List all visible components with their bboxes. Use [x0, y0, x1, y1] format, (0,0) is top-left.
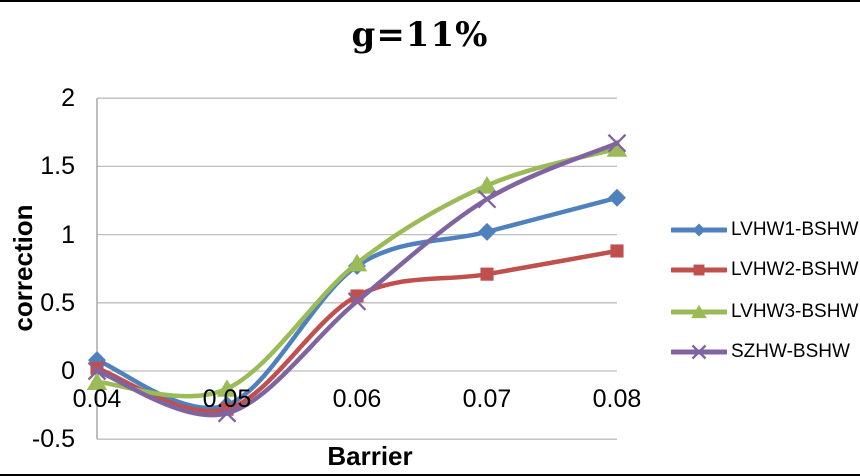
x-marker: [87, 361, 107, 381]
x-tick-label: 0.04: [72, 385, 122, 413]
x-marker: [607, 133, 627, 153]
y-tick-label: 1: [61, 220, 75, 249]
triangle-marker: [691, 304, 707, 319]
legend-label: LVHW3-BSHW: [731, 301, 859, 322]
legend-item-SZHW-BSHW: SZHW-BSHW: [671, 339, 850, 365]
y-tick-label: 0: [61, 357, 75, 385]
legend-label: LVHW2-BSHW: [731, 259, 859, 280]
x-tick-label: 0.05: [202, 385, 252, 413]
diamond-marker: [608, 188, 626, 207]
legend-label: LVHW1-BSHW: [731, 219, 859, 240]
x-tick-label: 0.07: [462, 385, 512, 413]
chart-top-border: [0, 0, 860, 2]
x-marker: [477, 189, 497, 209]
diamond-marker: [478, 222, 496, 241]
x-axis-title: Barrier: [327, 441, 413, 471]
y-tick-label: 0.5: [40, 288, 75, 317]
legend-label: SZHW-BSHW: [731, 341, 850, 362]
square-marker: [480, 267, 494, 281]
triangle-marker: [86, 372, 108, 390]
square-marker: [693, 264, 705, 276]
y-tick-label: -0.5: [31, 425, 75, 454]
triangle-marker: [346, 253, 368, 272]
legend-swatch-diamond-icon: [671, 223, 727, 237]
legend-item-LVHW2-BSHW: LVHW2-BSHW: [671, 257, 858, 283]
triangle-marker: [476, 175, 498, 194]
chart-title: g=11%: [351, 15, 489, 55]
y-axis-title: correction: [8, 204, 38, 332]
series-line-SZHW-BSHW: [94, 140, 620, 418]
legend-item-LVHW3-BSHW: LVHW3-BSHW: [671, 299, 858, 325]
x-marker: [691, 344, 707, 360]
x-tick-label: 0.08: [592, 385, 642, 413]
legend-item-LVHW1-BSHW: LVHW1-BSHW: [671, 217, 858, 243]
triangle-marker: [216, 379, 238, 397]
x-marker: [347, 292, 367, 311]
legend-swatch-square-icon: [671, 264, 727, 276]
legend-swatch-x-icon: [671, 344, 727, 360]
legend-swatch-triangle-icon: [671, 304, 727, 319]
x-marker: [217, 403, 237, 423]
triangle-marker: [606, 139, 628, 157]
y-tick-label: 1.5: [40, 152, 75, 181]
x-tick-label: 0.06: [332, 385, 382, 413]
diamond-marker: [692, 223, 706, 237]
chart-bottom-border: [0, 474, 860, 476]
y-tick-label: 2: [61, 84, 75, 113]
square-marker: [610, 244, 624, 258]
